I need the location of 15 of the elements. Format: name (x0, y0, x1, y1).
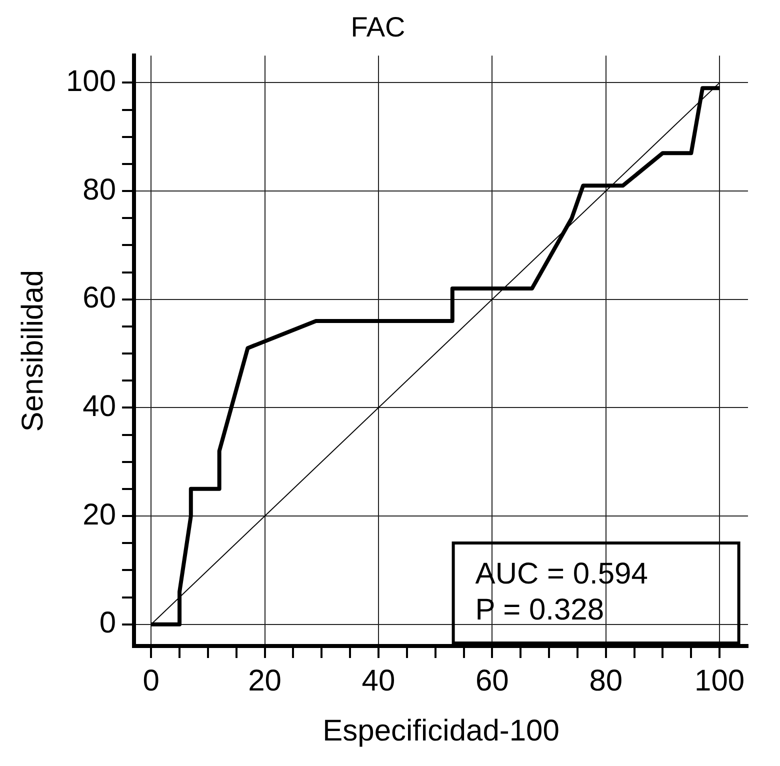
x-tick-label: 0 (142, 664, 160, 698)
y-axis-title: Sensibilidad (16, 270, 50, 432)
y-tick-label: 80 (82, 173, 116, 206)
y-tick-label: 0 (99, 606, 116, 640)
x-tick-label: 80 (589, 664, 623, 698)
x-axis-title: Especificidad-100 (322, 714, 560, 748)
y-tick-label: 20 (82, 498, 116, 532)
x-tick-label: 40 (362, 664, 396, 698)
y-tick-label: 100 (66, 64, 116, 98)
y-tick-label: 40 (82, 390, 116, 423)
chart-title: FAC (350, 12, 406, 43)
y-tick-label: 60 (82, 282, 116, 315)
x-tick-label: 20 (248, 664, 282, 698)
x-tick-label: 60 (476, 664, 509, 698)
x-tick-label: 100 (694, 664, 745, 698)
